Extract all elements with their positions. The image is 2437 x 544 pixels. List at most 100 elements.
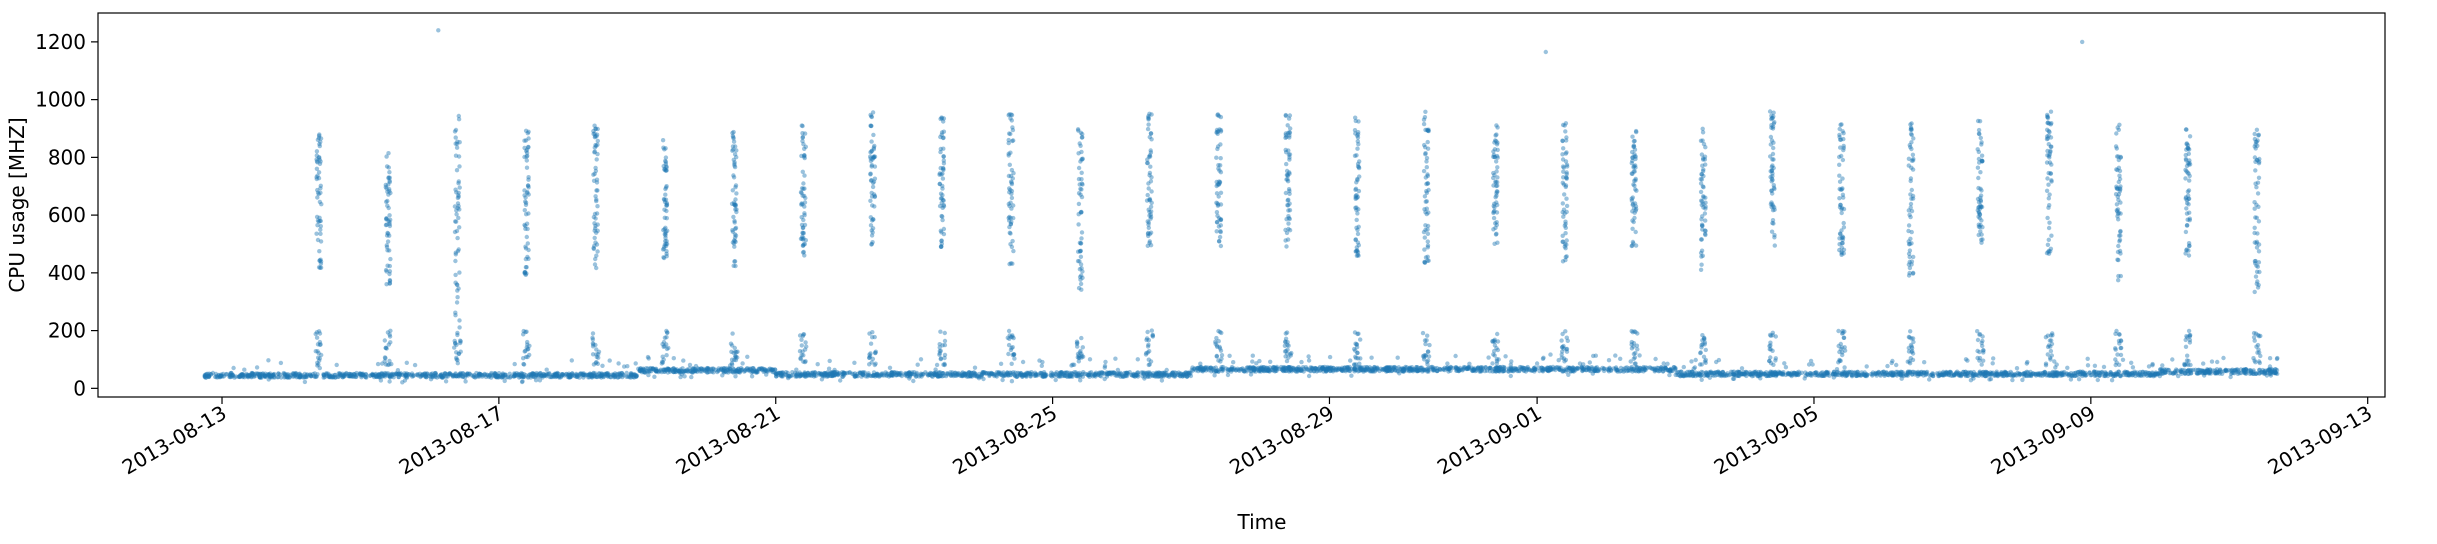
peak-point: [314, 149, 320, 154]
baseline-point: [618, 372, 623, 377]
baseline-point: [1348, 358, 1353, 363]
peak-point: [387, 263, 392, 269]
baseline-point: [1558, 367, 1563, 373]
baseline-point: [2022, 372, 2028, 377]
peak-point: [941, 154, 946, 159]
baseline-point: [1541, 355, 1546, 360]
baseline-point: [2257, 371, 2262, 376]
peak-point: [940, 176, 946, 181]
peak-ramp-point: [1144, 350, 1149, 356]
baseline-point: [420, 372, 426, 377]
peak-point: [663, 146, 668, 151]
baseline-point: [616, 361, 621, 366]
baseline-point: [599, 373, 604, 378]
baseline-point: [572, 373, 577, 378]
baseline-point: [214, 375, 219, 380]
baseline-point: [404, 372, 409, 377]
baseline-point: [2242, 368, 2247, 374]
baseline-point: [400, 380, 405, 385]
baseline-point: [267, 374, 272, 379]
baseline-point: [268, 374, 273, 379]
baseline-point: [216, 372, 222, 378]
baseline-point: [250, 371, 255, 376]
baseline-point: [262, 373, 267, 378]
baseline-point: [2101, 364, 2107, 370]
baseline-point: [224, 372, 229, 377]
baseline-point: [481, 373, 486, 378]
baseline-point: [348, 374, 353, 379]
baseline-point: [1146, 374, 1151, 379]
peak-point: [524, 154, 529, 159]
peak-point: [1286, 221, 1291, 226]
baseline-point: [398, 372, 403, 377]
baseline-point: [262, 374, 268, 380]
baseline-point: [240, 372, 245, 377]
peak-ramp-point: [942, 338, 948, 344]
baseline-point: [581, 371, 586, 376]
baseline-point: [210, 370, 216, 376]
baseline-point: [551, 374, 556, 379]
peak-point: [594, 157, 599, 162]
peak-point: [316, 155, 322, 160]
baseline-point: [246, 373, 251, 378]
baseline-point: [353, 374, 358, 380]
peak-ramp-point: [1006, 351, 1011, 357]
baseline-point: [615, 375, 620, 380]
peak-point: [941, 116, 947, 121]
baseline-point: [375, 372, 381, 377]
baseline-point: [539, 373, 544, 378]
baseline-point: [402, 373, 407, 379]
baseline-point: [601, 374, 606, 380]
peak-point: [453, 153, 459, 158]
peak-point: [802, 253, 807, 258]
peak-point: [802, 146, 807, 151]
peak-point: [1287, 201, 1292, 206]
baseline-point: [1096, 370, 1102, 375]
baseline-point: [653, 368, 658, 373]
baseline-point: [612, 371, 618, 376]
baseline-point: [492, 374, 497, 379]
baseline-point: [377, 374, 382, 380]
baseline-point: [512, 372, 517, 378]
baseline-point: [520, 371, 525, 377]
baseline-point: [566, 372, 571, 378]
baseline-point: [1699, 377, 1704, 382]
baseline-point: [440, 375, 445, 380]
baseline-point: [595, 374, 600, 380]
baseline-point: [1223, 366, 1229, 371]
baseline-point: [2201, 370, 2206, 376]
baseline-point: [2215, 359, 2220, 365]
baseline-point: [1773, 371, 1778, 377]
baseline-point: [512, 372, 517, 377]
peak-point: [457, 185, 462, 190]
baseline-point: [870, 373, 876, 378]
peak-point: [1077, 240, 1083, 245]
baseline-point: [583, 373, 588, 378]
peak-point: [734, 191, 739, 196]
baseline-point: [1005, 372, 1011, 378]
baseline-point: [250, 370, 255, 376]
baseline-point: [519, 373, 525, 379]
baseline-point: [563, 372, 569, 377]
baseline-point: [749, 374, 755, 379]
baseline-point: [1566, 372, 1571, 377]
baseline-point: [612, 374, 618, 380]
baseline-point: [434, 375, 440, 380]
peak-point: [1214, 191, 1220, 196]
peak-point: [385, 239, 391, 244]
peak-point: [592, 262, 598, 267]
baseline-point: [1159, 378, 1165, 383]
peak-point: [663, 241, 669, 247]
peak-point: [1078, 262, 1084, 267]
baseline-point: [261, 372, 266, 377]
baseline-point: [607, 358, 612, 363]
baseline-point: [430, 374, 436, 379]
baseline-point: [293, 370, 299, 376]
peak-point: [1287, 188, 1292, 194]
baseline-point: [625, 364, 630, 369]
baseline-point: [979, 373, 984, 378]
baseline-point: [567, 372, 573, 378]
baseline-point: [424, 375, 429, 380]
peak-point: [595, 222, 600, 227]
peak-point: [1217, 179, 1223, 185]
